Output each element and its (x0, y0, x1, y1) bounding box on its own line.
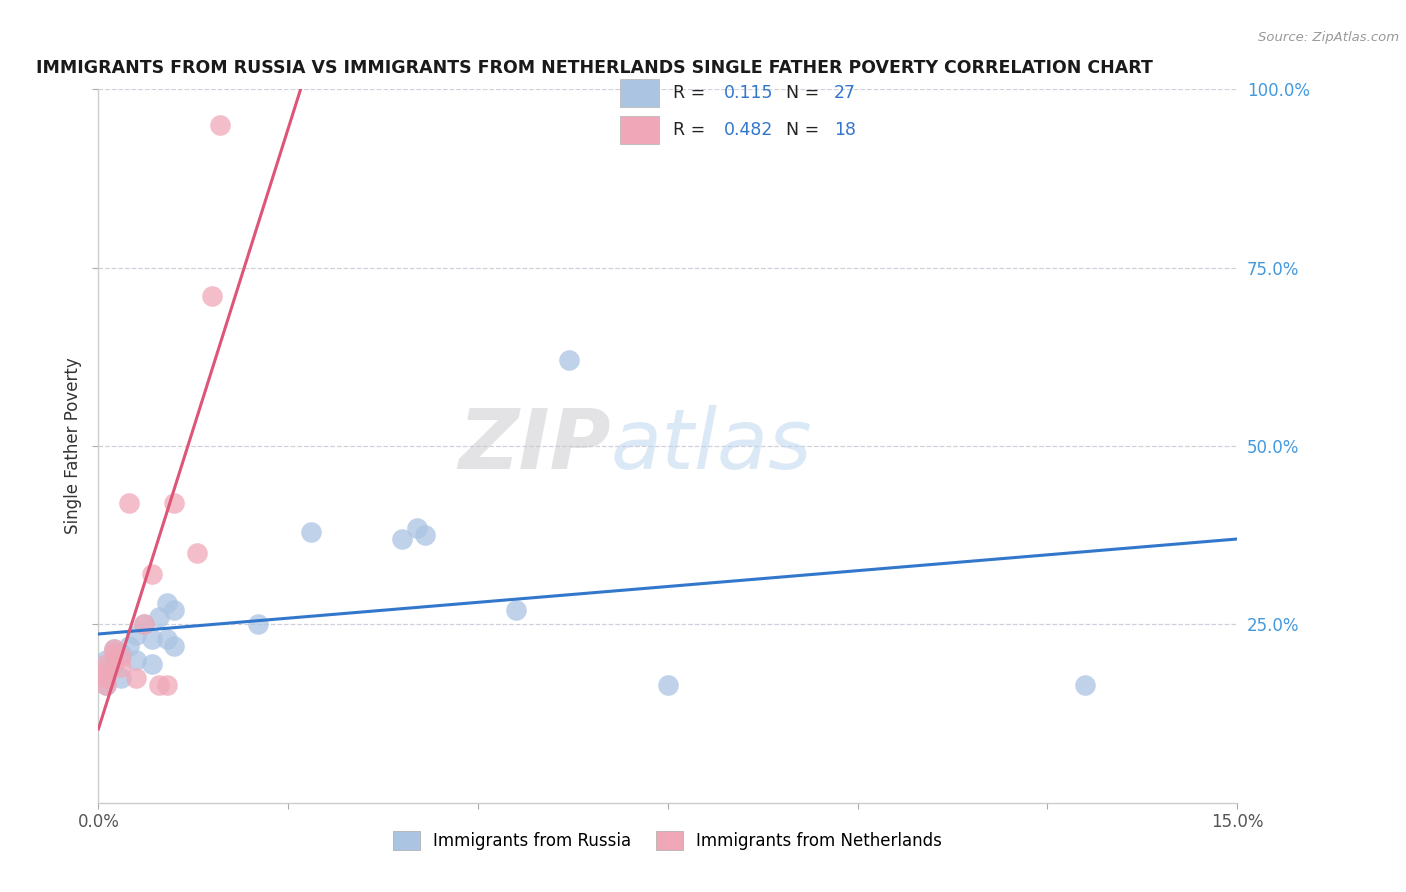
Point (103, 657, 125, 671)
Point (148, 678, 170, 692)
Text: 18: 18 (834, 121, 856, 139)
Point (94, 671, 117, 685)
Point (208, 118, 231, 132)
Point (558, 353, 581, 368)
Point (1074, 678, 1097, 692)
Point (110, 646, 132, 660)
Point (391, 532, 413, 546)
Point (246, 617, 269, 632)
FancyBboxPatch shape (620, 79, 659, 107)
Text: 27: 27 (834, 84, 856, 102)
Text: IMMIGRANTS FROM RUSSIA VS IMMIGRANTS FROM NETHERLANDS SINGLE FATHER POVERTY CORR: IMMIGRANTS FROM RUSSIA VS IMMIGRANTS FRO… (35, 59, 1153, 77)
Point (141, 632, 163, 646)
Point (505, 603, 527, 617)
Point (132, 617, 155, 632)
Point (110, 649, 132, 664)
Text: 0.115: 0.115 (724, 84, 773, 102)
Point (413, 528, 436, 542)
Point (94, 678, 117, 692)
Text: Source: ZipAtlas.com: Source: ZipAtlas.com (1258, 31, 1399, 45)
Point (201, 289, 224, 303)
Point (141, 567, 163, 582)
Point (103, 646, 125, 660)
Text: N =: N = (786, 121, 825, 139)
Point (657, 678, 679, 692)
Point (125, 653, 148, 667)
Point (163, 639, 186, 653)
Point (299, 524, 322, 539)
Point (94, 678, 117, 692)
Text: N =: N = (786, 84, 825, 102)
Point (110, 671, 132, 685)
Point (156, 678, 179, 692)
Text: R =: R = (673, 121, 711, 139)
Point (186, 546, 208, 560)
Text: ZIP: ZIP (458, 406, 612, 486)
Text: R =: R = (673, 84, 711, 102)
Point (132, 617, 155, 632)
Point (406, 521, 429, 535)
Point (125, 671, 148, 685)
Point (163, 603, 186, 617)
Point (94, 664, 117, 678)
Y-axis label: Single Father Poverty: Single Father Poverty (63, 358, 82, 534)
Point (94, 657, 117, 671)
Point (94, 667, 117, 681)
Point (125, 628, 148, 642)
Point (118, 639, 141, 653)
Point (94, 653, 117, 667)
Text: atlas: atlas (612, 406, 813, 486)
FancyBboxPatch shape (620, 116, 659, 144)
Point (118, 496, 141, 510)
Point (103, 642, 125, 657)
Text: 0.482: 0.482 (724, 121, 773, 139)
Point (156, 632, 179, 646)
Point (110, 660, 132, 674)
Point (103, 642, 125, 657)
Point (163, 496, 186, 510)
Point (156, 596, 179, 610)
Point (148, 610, 170, 624)
Legend: Immigrants from Russia, Immigrants from Netherlands: Immigrants from Russia, Immigrants from … (385, 822, 950, 859)
Point (141, 657, 163, 671)
